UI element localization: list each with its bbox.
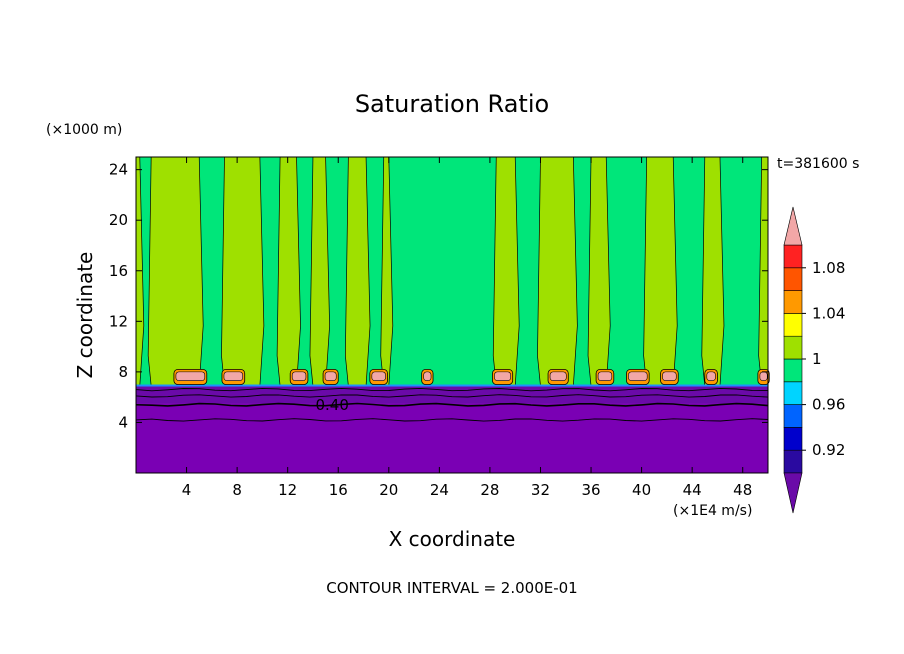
contour-line	[135, 387, 769, 392]
colorbar-box	[783, 290, 803, 314]
cell-core	[324, 371, 337, 382]
moist-column	[325, 156, 349, 387]
moist-column	[572, 156, 592, 387]
x-tick-label: 32	[531, 481, 550, 499]
cell-core	[662, 371, 677, 382]
colorbar-box	[783, 358, 803, 383]
cell-core	[597, 371, 613, 382]
colorbar-label: 0.96	[812, 396, 845, 414]
x-tick-label: 36	[581, 481, 600, 499]
y-tick-label: 12	[109, 312, 128, 330]
y-unit-label: (×1000 m)	[46, 122, 122, 138]
contour-line	[135, 394, 769, 398]
colorbar-box	[783, 335, 803, 360]
x-axis-ticks: 4 8 12 16 20 24 28 32 36 40 44 48	[182, 157, 752, 499]
colorbar-top-arrow	[783, 206, 803, 246]
cell-core	[291, 371, 307, 382]
colorbar-box	[783, 427, 803, 451]
cell-core	[223, 371, 244, 382]
colorbar-label: 1.08	[812, 259, 845, 277]
colorbar-box	[783, 313, 803, 337]
plot-area: 0.40	[135, 156, 770, 474]
y-tick-label: 16	[109, 262, 128, 280]
moist-column	[259, 156, 281, 387]
x-tick-label: 20	[379, 481, 398, 499]
moist-column	[719, 156, 763, 387]
colorbar-box	[783, 381, 803, 405]
colorbar-box	[783, 244, 803, 269]
x-tick-label: 8	[232, 481, 242, 499]
cell-core	[494, 371, 511, 382]
colorbar-box	[783, 404, 803, 428]
moist-column	[672, 156, 706, 387]
x-tick-label: 48	[733, 481, 752, 499]
x-tick-label: 12	[278, 481, 297, 499]
cell-core	[759, 371, 768, 382]
cell-core	[371, 371, 386, 382]
contour-layer	[136, 385, 768, 404]
x-tick-label: 16	[329, 481, 348, 499]
x-tick-label: 44	[683, 481, 702, 499]
moist-column	[198, 156, 225, 387]
colorbar: 1.08 1.04 1 0.96 0.92	[783, 206, 845, 514]
y-tick-label: 24	[109, 161, 128, 179]
colorbar-bottom-arrow	[783, 472, 803, 514]
moist-column	[514, 156, 541, 387]
y-axis-label: Z coordinate	[73, 252, 97, 379]
contour-layer	[136, 403, 768, 473]
cell-core	[423, 371, 432, 382]
x-tick-label: 28	[480, 481, 499, 499]
y-tick-label: 4	[118, 413, 128, 431]
contour-line	[135, 418, 769, 422]
time-label: t=381600 s	[777, 156, 859, 172]
colorbar-box	[783, 449, 803, 474]
x-tick-label: 40	[632, 481, 651, 499]
y-tick-label: 8	[118, 363, 128, 381]
cell-core	[175, 371, 206, 382]
chart-title: Saturation Ratio	[355, 90, 549, 118]
y-tick-label: 20	[109, 211, 128, 229]
contour-line	[135, 402, 769, 407]
cell-core	[706, 371, 716, 382]
moist-column	[365, 156, 385, 387]
x-tick-label: 24	[430, 481, 449, 499]
cell-core	[628, 371, 648, 382]
plot-frame	[135, 156, 769, 474]
x-axis-label: X coordinate	[389, 527, 516, 551]
contour-interval-note: CONTOUR INTERVAL = 2.000E-01	[326, 579, 577, 597]
colorbar-box	[783, 267, 803, 291]
moist-column	[605, 156, 648, 387]
moist-column	[388, 156, 497, 387]
x-tick-label: 4	[182, 481, 192, 499]
saturation-band	[136, 384, 768, 387]
colorbar-label: 1	[812, 350, 822, 368]
colorbar-label: 1.04	[812, 304, 845, 322]
colorbar-label: 0.92	[812, 441, 845, 459]
y-axis-ticks: 4 8 12 16 20 24	[109, 161, 768, 431]
cell-core	[549, 371, 567, 382]
contour-value-label: 0.40	[315, 396, 348, 414]
x-unit-label: (×1E4 m/s)	[673, 503, 752, 519]
